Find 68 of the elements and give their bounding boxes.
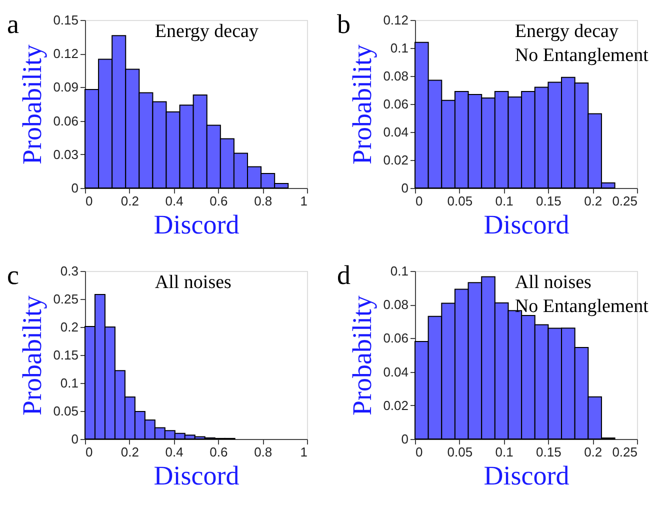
text: No Entanglement [514, 296, 650, 317]
y-tick-label: 0.1 [390, 40, 408, 56]
y-axis-title: Probability [347, 44, 378, 164]
y-tick-label: 0.02 [383, 398, 408, 413]
x-tick-label: 0.2 [584, 444, 602, 460]
x-tick-label: 0.25 [612, 444, 638, 460]
x-tick-label: 0.6 [210, 444, 228, 460]
y-tick-label: 0.2 [60, 320, 78, 334]
text: c [7, 260, 19, 290]
text: No Entanglement [514, 45, 650, 66]
x-tick-label: 0.6 [210, 194, 228, 208]
x-tick-label: 0.05 [447, 444, 473, 460]
x-axis-title: Discord [484, 460, 570, 490]
x-axis-title: Discord [154, 460, 240, 490]
y-tick-label: 0.04 [383, 364, 408, 380]
x-tick-label: 0 [416, 444, 423, 460]
y-tick-label: 0.12 [53, 46, 78, 62]
y-axis-title: Probability [347, 295, 378, 416]
y-tick-label: 0.04 [383, 124, 408, 140]
x-tick-label: 0.25 [612, 194, 638, 208]
x-tick-label: 0.2 [584, 194, 602, 208]
x-tick-label: 0.4 [165, 194, 184, 208]
x-tick-label: 0.05 [447, 194, 473, 208]
y-tick-label: 0 [71, 432, 78, 446]
y-tick-label: 0.12 [383, 12, 408, 28]
y-axis-title: Probability [17, 44, 48, 164]
y-tick-label: 0 [401, 432, 408, 446]
x-tick-label: 0.4 [165, 444, 184, 460]
x-axis-title: Discord [154, 210, 240, 240]
y-tick-label: 0 [71, 180, 78, 196]
text: b [337, 9, 350, 39]
y-tick-label: 0.03 [53, 146, 78, 162]
x-tick-label: 0.15 [536, 444, 562, 460]
y-tick-label: 0.1 [390, 264, 408, 278]
x-tick-label: 1 [300, 194, 308, 208]
y-tick-label: 0.09 [53, 80, 78, 95]
y-tick-label: 0.15 [53, 12, 78, 28]
x-tick-label: 0.1 [495, 194, 514, 208]
y-tick-label: 0.1 [60, 376, 78, 390]
y-tick-label: 0.06 [383, 96, 408, 112]
x-tick-label: 0.8 [254, 444, 272, 460]
y-tick-label: 0.3 [60, 264, 78, 278]
y-tick-label: 0.25 [53, 292, 78, 306]
y-tick-label: 0.02 [383, 152, 408, 168]
chart-title: Energy decay [514, 21, 619, 42]
x-tick-label: 0.15 [536, 194, 562, 208]
y-tick-label: 0.06 [383, 330, 408, 346]
chart-title: Energy decay [154, 21, 259, 42]
x-axis-title: Discord [484, 210, 570, 240]
x-tick-label: 0 [86, 194, 93, 208]
y-tick-label: 0.06 [53, 113, 78, 128]
x-tick-label: 0.2 [120, 194, 139, 208]
x-tick-label: 0 [416, 194, 423, 208]
x-tick-label: 0 [86, 444, 93, 460]
x-tick-label: 0.2 [120, 444, 139, 460]
chart-title: All noises [154, 272, 232, 293]
y-tick-label: 0.05 [53, 404, 78, 418]
text: d [337, 260, 351, 290]
chart-title: All noises [514, 272, 592, 293]
x-tick-label: 0.1 [495, 444, 514, 460]
x-tick-label: 0.8 [254, 194, 272, 208]
text: a [7, 9, 19, 39]
x-tick-label: 1 [300, 444, 308, 460]
y-tick-label: 0.15 [53, 348, 78, 362]
y-tick-label: 0.08 [383, 68, 408, 84]
y-tick-label: 0 [401, 180, 408, 196]
y-axis-title: Probability [17, 295, 48, 416]
y-tick-label: 0.08 [383, 297, 408, 312]
